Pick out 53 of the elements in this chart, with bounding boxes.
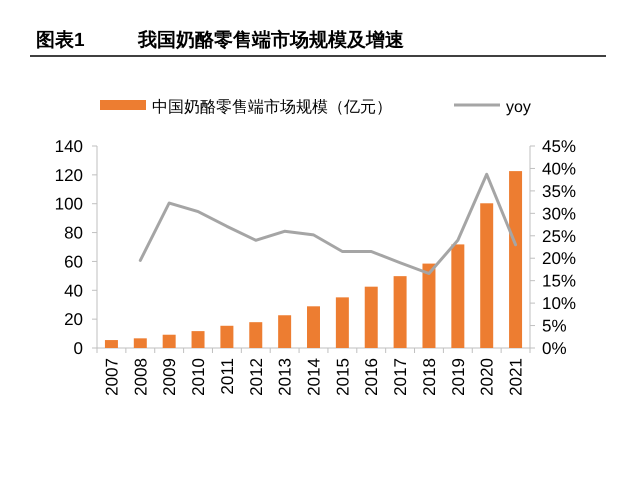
x-tick-label: 2020 [478,358,497,396]
bar [451,244,464,348]
bar [134,338,147,348]
y-tick-label: 20 [64,310,83,330]
x-tick-label: 2012 [246,358,266,396]
bar [104,340,118,348]
x-tick-label: 2008 [131,358,150,396]
y2-tick-label: 35% [542,182,576,201]
legend-label: 中国奶酪零售端市场规模（亿元） [152,98,392,116]
x-tick-label: 2017 [391,358,410,396]
x-tick-label: 2016 [362,358,382,396]
bar [480,203,494,348]
y2-tick-label: 5% [542,316,567,336]
x-tick-label: 2007 [102,358,122,396]
y2-tick-label: 15% [542,272,576,291]
y-tick-label: 0 [74,339,83,358]
x-tick-label: 2009 [160,358,180,396]
y2-tick-label: 20% [542,249,576,268]
line-series [138,172,518,275]
chart-subtitle: 我国奶酪零售端市场规模及增速 [137,29,404,51]
x-tick-label: 2011 [218,358,237,395]
y2-tick-label: 25% [542,226,576,246]
x-tick-label: 2019 [448,358,468,396]
x-tick-label: 2018 [420,358,439,396]
y2-tick-label: 0% [542,339,567,358]
bar [364,286,378,348]
bar [422,264,436,348]
y-tick-label: 120 [54,166,83,185]
y-tick-label: 60 [64,252,83,272]
bar [509,171,522,348]
bar [336,297,349,348]
y2-tick-label: 45% [542,137,576,156]
x-tick-label: 2010 [189,358,208,396]
bar [278,315,292,348]
y-tick-label: 80 [64,224,83,243]
y2-tick-label: 10% [542,294,576,314]
bar [192,331,205,348]
x-tick-label: 2014 [304,358,324,396]
y2-tick-label: 30% [542,204,576,224]
bar [220,326,234,348]
bar [307,306,320,348]
x-tick-label: 2013 [276,358,295,396]
bar [249,322,262,348]
y2-tick-label: 40% [542,159,576,178]
x-tick-label: 2015 [333,358,352,396]
bar [162,334,176,348]
y-tick-label: 140 [54,137,83,156]
chart-title: 图表1 [36,29,85,51]
y-tick-label: 40 [64,281,83,300]
x-tick-label: 2021 [506,358,526,396]
y-tick-label: 100 [54,194,83,214]
bar [394,276,407,348]
legend-label: yoy [506,99,531,116]
